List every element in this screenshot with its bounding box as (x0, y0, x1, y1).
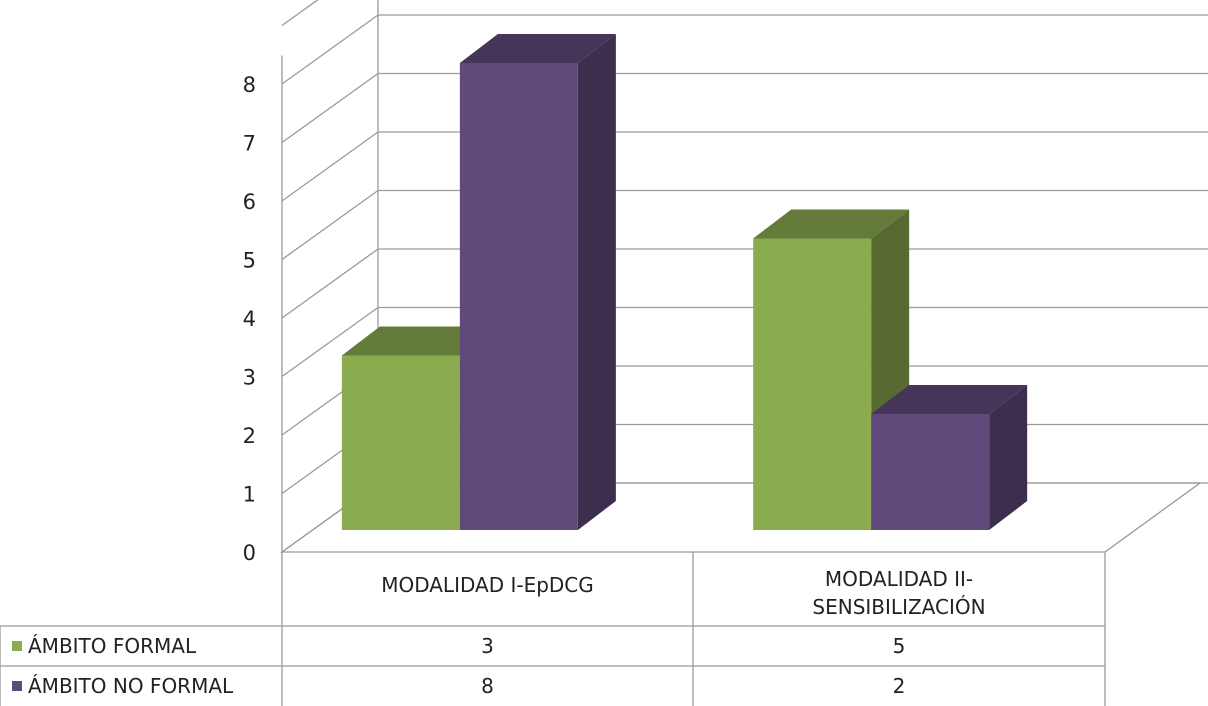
legend-swatch-no-formal (12, 681, 22, 691)
table-cell: 2 (892, 674, 906, 698)
bar-no-formal-2-side (989, 385, 1028, 530)
gridline-side (281, 248, 379, 319)
y-tick-label: 0 (243, 541, 256, 565)
y-tick-label: 3 (243, 366, 256, 390)
legend-formal: ÁMBITO FORMAL (0, 626, 282, 666)
legend-swatch-formal (12, 641, 22, 651)
y-tick-label: 2 (243, 424, 256, 448)
gridline-side (281, 0, 319, 27)
gridline-side (281, 131, 379, 202)
bar-no-formal-2-top (871, 385, 1028, 414)
legend-label-no-formal: ÁMBITO NO FORMAL (28, 674, 234, 698)
y-tick-label: 7 (243, 132, 256, 156)
table-header-modalidad-2: MODALIDAD II- SENSIBILIZACIÓN (812, 567, 986, 619)
y-tick-label: 1 (243, 483, 256, 507)
bar-formal-2-top (753, 209, 910, 239)
gridline-side (281, 14, 379, 85)
legend-no-formal: ÁMBITO NO FORMAL (0, 666, 282, 706)
table-cell: 8 (481, 674, 494, 698)
gridline-side (281, 306, 379, 378)
legend-label-formal: ÁMBITO FORMAL (28, 634, 197, 658)
gridline-side (281, 72, 379, 144)
bar-formal-1 (341, 355, 460, 530)
y-tick-label: 6 (243, 190, 256, 214)
gridline-side (281, 189, 379, 261)
bar-no-formal-1-side (577, 34, 616, 530)
y-tick-label: 5 (243, 249, 256, 273)
y-tick-label: 4 (243, 307, 256, 331)
table-header-modalidad-1: MODALIDAD I-EpDCG (381, 573, 594, 597)
bar-no-formal-1 (459, 63, 578, 530)
bar-formal-1-top (341, 326, 498, 356)
table-cell: 5 (892, 634, 906, 658)
bar-no-formal-2 (871, 414, 990, 530)
bar-formal-2 (753, 238, 872, 530)
bar-no-formal-1-top (459, 34, 616, 63)
y-tick-label: 8 (243, 73, 256, 97)
table-cell: 3 (481, 634, 494, 658)
